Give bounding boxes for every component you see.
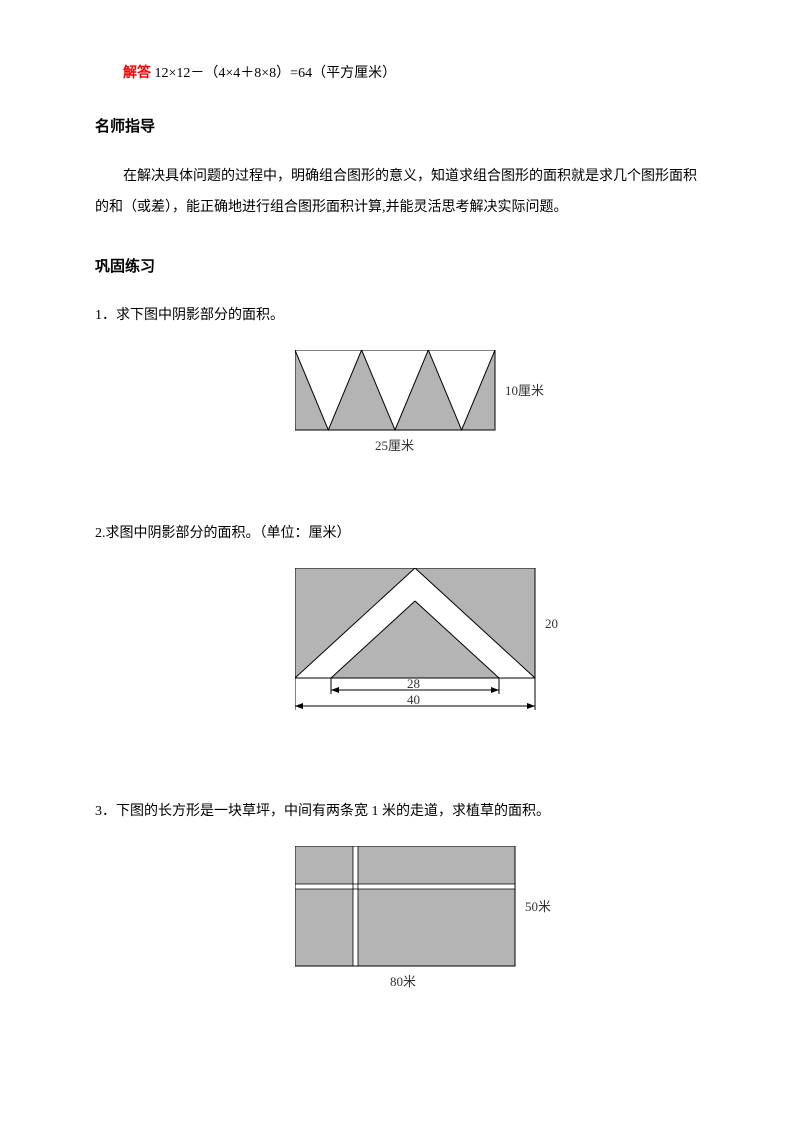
problem-3-text: 3．下图的长方形是一块草坪，中间有两条宽 1 米的走道，求植草的面积。 — [95, 804, 550, 819]
answer-equation: 12×12－（4×4＋8×8）=64（平方厘米） — [151, 66, 396, 81]
figure-3-svg: 50米 80米 — [295, 846, 595, 996]
fig2-inner-label: 28 — [407, 676, 420, 691]
problem-1-text: 1．求下图中阴影部分的面积。 — [95, 302, 284, 330]
fig3-height-label: 50米 — [525, 899, 551, 914]
fig2-outer-label: 40 — [407, 692, 420, 707]
answer-label: 解答 — [123, 66, 151, 81]
figure-1: 10厘米 25厘米 — [295, 350, 699, 460]
figure-3: 50米 80米 — [295, 846, 699, 996]
figure-1-svg: 10厘米 25厘米 — [295, 350, 575, 460]
figure-2: 28 40 20 — [295, 568, 699, 738]
fig2-height-label: 20 — [545, 616, 558, 631]
answer-line: 解答 12×12－（4×4＋8×8）=64（平方厘米） — [95, 60, 699, 88]
figure-2-svg: 28 40 20 — [295, 568, 595, 738]
practice-header: 巩固练习 — [95, 252, 699, 282]
fig1-width-label: 25厘米 — [375, 438, 414, 453]
problem-3: 3．下图的长方形是一块草坪，中间有两条宽 1 米的走道，求植草的面积。 — [95, 798, 699, 826]
guide-text: 在解决具体问题的过程中，明确组合图形的意义，知道求组合图形的面积就是求几个图形面… — [95, 162, 699, 224]
guide-header: 名师指导 — [95, 112, 699, 142]
problem-2: 2.求图中阴影部分的面积。（单位：厘米） — [95, 520, 699, 548]
problem-2-text: 2.求图中阴影部分的面积。（单位：厘米） — [95, 526, 351, 541]
fig1-height-label: 10厘米 — [505, 383, 544, 398]
fig3-width-label: 80米 — [390, 974, 416, 989]
problem-1: 1．求下图中阴影部分的面积。 — [95, 302, 699, 330]
